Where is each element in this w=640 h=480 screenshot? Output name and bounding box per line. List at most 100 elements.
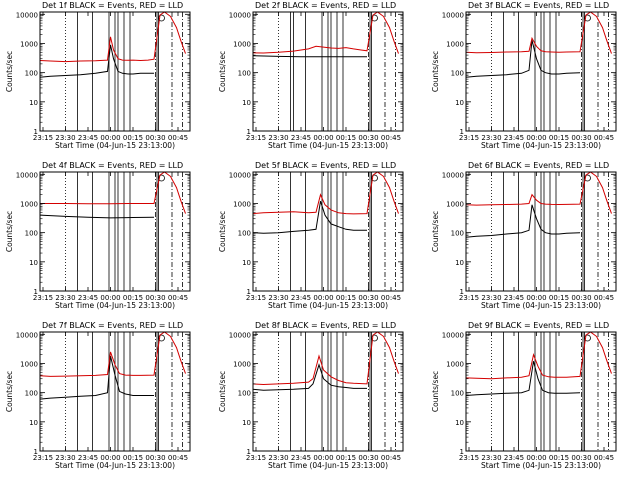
x-tick-label: 00:45 <box>168 294 188 302</box>
x-axis-label: Start Time (04-Jun-15 23:13:00) <box>55 141 175 150</box>
x-tick-label: 00:15 <box>549 294 569 302</box>
marker-circle <box>584 14 591 22</box>
marker-circle <box>158 174 165 182</box>
marker-circle <box>371 14 378 22</box>
x-tick-label: 00:45 <box>168 134 188 142</box>
y-tick-label: 10 <box>29 259 38 267</box>
marker-circle <box>584 334 591 342</box>
series-line-lld <box>252 331 399 386</box>
x-tick-label: 23:15 <box>246 134 266 142</box>
x-axis-label: Start Time (04-Jun-15 23:13:00) <box>481 301 601 310</box>
chart-title: Det 9f BLACK = Events, RED = LLD <box>468 321 609 330</box>
y-tick-label: 10000 <box>442 11 464 19</box>
y-tick-label: 10 <box>455 259 464 267</box>
x-tick-label: 23:30 <box>55 454 75 462</box>
chart-title: Det 5f BLACK = Events, RED = LLD <box>255 161 396 170</box>
y-tick-label: 100 <box>25 230 38 238</box>
x-tick-label: 23:15 <box>33 294 53 302</box>
x-tick-label: 00:45 <box>594 454 614 462</box>
series-line-events <box>465 204 581 238</box>
chart-panel-6: Det 6f BLACK = Events, RED = LLD 1 10 100 10… <box>431 161 617 310</box>
x-tick-label: 23:45 <box>78 454 98 462</box>
x-tick-label: 00:45 <box>594 294 614 302</box>
plot-frame <box>39 11 191 132</box>
x-tick-label: 00:00 <box>313 294 333 302</box>
x-tick-label: 23:30 <box>268 294 288 302</box>
x-tick-label: 23:15 <box>459 134 479 142</box>
series-line-lld <box>39 331 186 377</box>
y-tick-label: 1000 <box>233 360 251 368</box>
x-tick-label: 00:45 <box>381 134 401 142</box>
series-line-lld <box>465 11 612 54</box>
plot-frame <box>465 171 617 292</box>
x-tick-label: 23:45 <box>504 454 524 462</box>
x-axis-label: Start Time (04-Jun-15 23:13:00) <box>481 141 601 150</box>
series-line-events <box>39 355 154 400</box>
x-tick-label: 00:45 <box>381 454 401 462</box>
x-tick-label: 23:45 <box>291 454 311 462</box>
x-tick-label: 00:30 <box>571 134 591 142</box>
x-tick-label: 00:15 <box>549 454 569 462</box>
x-tick-label: 00:00 <box>526 134 546 142</box>
y-tick-label: 1 <box>34 448 38 456</box>
y-tick-label: 100 <box>25 70 38 78</box>
series-line-lld <box>40 171 186 214</box>
plot-frame <box>252 171 404 292</box>
y-tick-label: 1 <box>247 128 251 136</box>
chart-panel-8: Det 8f BLACK = Events, RED = LLD 1 10 100 10… <box>218 321 404 470</box>
chart-panel-7: Det 7f BLACK = Events, RED = LLD 1 10 100 10… <box>5 321 191 470</box>
x-tick-label: 00:45 <box>168 454 188 462</box>
series-line-events <box>39 44 154 78</box>
y-tick-label: 1 <box>460 288 464 296</box>
y-tick-label: 10 <box>29 419 38 427</box>
y-axis-label: Counts/sec <box>5 371 14 412</box>
x-tick-label: 23:45 <box>291 294 311 302</box>
x-tick-label: 23:30 <box>481 294 501 302</box>
y-tick-label: 10000 <box>16 171 38 179</box>
y-tick-label: 1000 <box>20 360 38 368</box>
y-tick-label: 1000 <box>446 40 464 48</box>
series-line-lld <box>252 11 399 54</box>
x-tick-label: 00:30 <box>571 454 591 462</box>
x-axis-label: Start Time (04-Jun-15 23:13:00) <box>268 461 388 470</box>
x-tick-label: 00:15 <box>336 454 356 462</box>
y-tick-label: 100 <box>451 390 464 398</box>
y-tick-label: 10000 <box>229 171 251 179</box>
y-tick-label: 10000 <box>16 11 38 19</box>
x-tick-label: 00:15 <box>123 134 143 142</box>
y-tick-label: 100 <box>25 390 38 398</box>
plot-frame <box>39 171 191 292</box>
x-tick-label: 00:15 <box>549 134 569 142</box>
series-line-events <box>465 40 581 78</box>
y-tick-label: 1 <box>247 288 251 296</box>
y-tick-label: 100 <box>238 70 251 78</box>
x-axis-label: Start Time (04-Jun-15 23:13:00) <box>481 461 601 470</box>
x-tick-label: 00:15 <box>336 294 356 302</box>
plot-frame <box>465 11 617 132</box>
plot-frame <box>252 331 404 452</box>
x-tick-label: 00:30 <box>358 454 378 462</box>
chart-title: Det 2f BLACK = Events, RED = LLD <box>255 1 396 10</box>
plot-frame <box>39 331 191 452</box>
x-tick-label: 23:45 <box>504 294 524 302</box>
y-tick-label: 100 <box>238 230 251 238</box>
marker-circle <box>158 14 165 22</box>
x-tick-label: 00:15 <box>123 294 143 302</box>
marker-circle <box>371 334 378 342</box>
plot-frame <box>465 331 617 452</box>
x-tick-label: 23:30 <box>268 454 288 462</box>
marker-circle <box>584 174 591 182</box>
y-tick-label: 100 <box>451 230 464 238</box>
chart-title: Det 8f BLACK = Events, RED = LLD <box>255 321 396 330</box>
y-tick-label: 1 <box>34 128 38 136</box>
y-tick-label: 100 <box>238 390 251 398</box>
y-tick-label: 10 <box>242 259 251 267</box>
x-tick-label: 23:15 <box>246 294 266 302</box>
y-tick-label: 10 <box>455 99 464 107</box>
x-tick-label: 00:00 <box>526 454 546 462</box>
y-axis-label: Counts/sec <box>218 371 227 412</box>
y-axis-label: Counts/sec <box>218 51 227 92</box>
x-tick-label: 23:15 <box>33 454 53 462</box>
x-tick-label: 23:15 <box>459 454 479 462</box>
